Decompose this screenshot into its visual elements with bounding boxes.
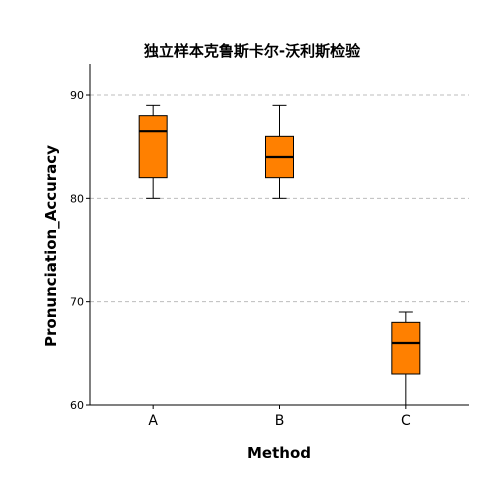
x-tick-label-B: B	[275, 413, 285, 429]
y-tick-label: 60	[70, 399, 84, 412]
box-A	[138, 104, 168, 199]
chart-title: 独立样本克鲁斯卡尔-沃利斯检验	[144, 42, 361, 60]
x-tick-label-C: C	[401, 413, 411, 429]
iqr-box	[138, 115, 168, 179]
y-tick-label: 90	[70, 89, 84, 102]
x-ticks: A B C	[148, 405, 411, 429]
box-C	[391, 311, 421, 406]
box-B	[265, 104, 294, 199]
iqr-box	[391, 321, 421, 375]
y-axis-title: Pronunciation_Accuracy	[42, 145, 60, 347]
x-tick-label-A: A	[148, 413, 158, 429]
y-tick-label: 80	[70, 192, 84, 205]
boxes	[138, 104, 421, 406]
x-axis-title: Method	[247, 444, 311, 462]
y-ticks: 60 70 80 90	[70, 89, 90, 412]
y-tick-label: 70	[70, 296, 84, 309]
